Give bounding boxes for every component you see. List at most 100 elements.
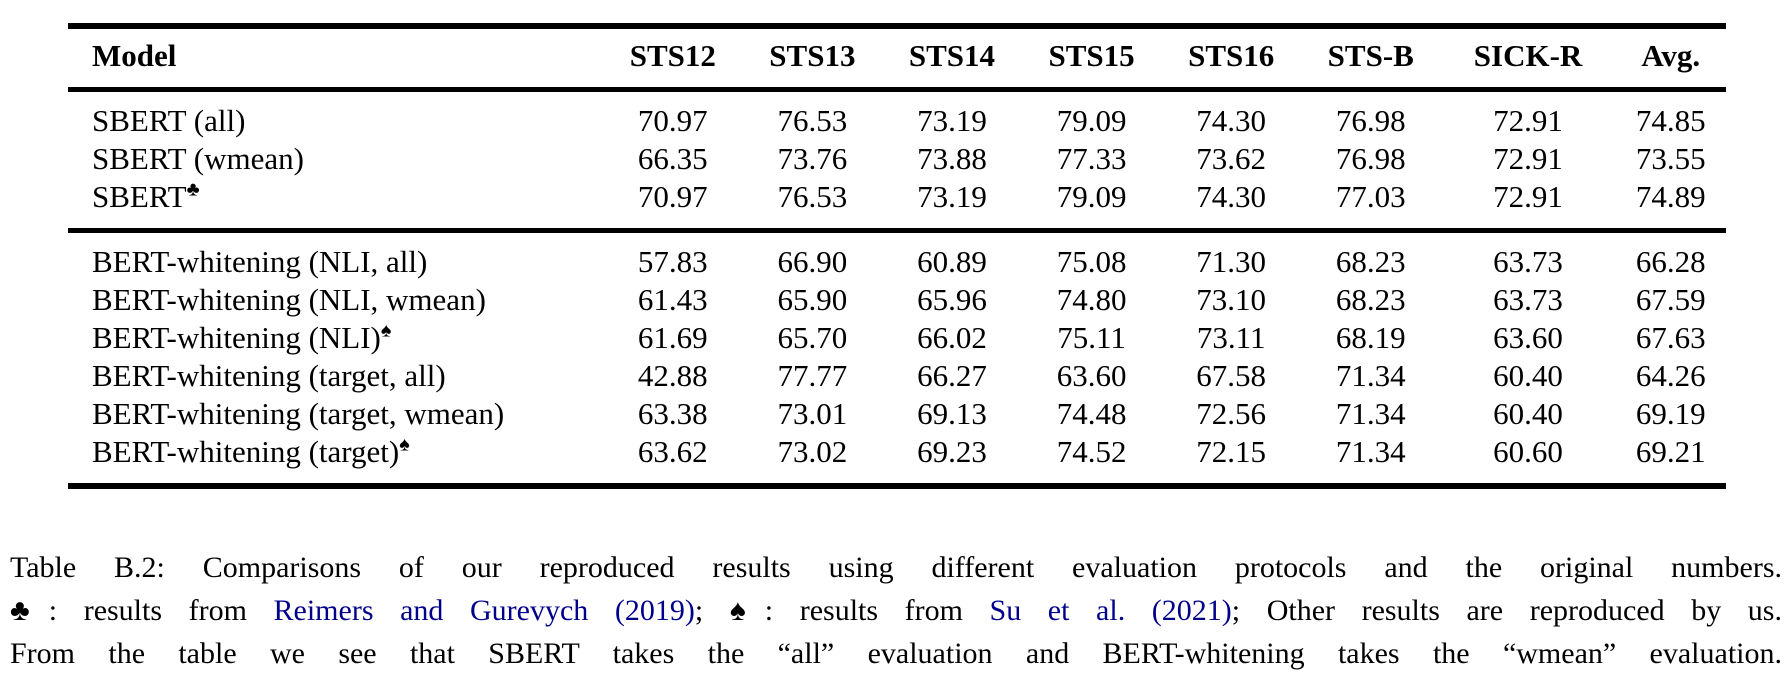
value-cell: 72.15	[1196, 434, 1267, 469]
value-cell: 66.27	[917, 358, 987, 393]
value-cell: 69.23	[917, 434, 987, 469]
value-cell: 73.19	[917, 103, 987, 138]
model-label: BERT-whitening (target)	[92, 434, 400, 469]
table-row: BERT-whitening (NLI)♠ 61.69 65.70 66.02 75.1…	[68, 319, 1726, 357]
model-cell: BERT-whitening (NLI, wmean)	[68, 281, 603, 319]
value-cell: 42.88	[637, 358, 708, 393]
citation-link[interactable]: Reimers and Gurevych (2019)	[273, 594, 695, 627]
value-cell: 60.89	[917, 244, 987, 279]
value-cell: 64.26	[1635, 358, 1706, 393]
column-header-sts15: STS15	[1021, 26, 1162, 92]
caption-text: ; Other results are reproduced by us.	[1231, 594, 1782, 627]
value-cell: 69.13	[917, 396, 987, 431]
value-cell: 71.34	[1335, 434, 1406, 469]
table-row: SBERT♣ 70.97 76.53 73.19 79.09 74.30 77.03 72.9…	[68, 178, 1726, 231]
model-cell: SBERT♣	[68, 178, 603, 231]
value-cell: 73.76	[777, 141, 848, 176]
model-cell: BERT-whitening (target, all)	[68, 357, 603, 395]
value-cell: 60.60	[1493, 434, 1563, 469]
value-cell: 73.10	[1196, 282, 1267, 317]
caption-line1: Table B.2: Comparisons of our reproduced…	[10, 551, 1782, 584]
value-cell: 73.11	[1196, 320, 1266, 355]
column-header-sick-r: SICK-R	[1440, 26, 1616, 92]
value-cell: 65.70	[777, 320, 848, 355]
value-cell: 76.53	[777, 103, 848, 138]
value-cell: 73.19	[917, 179, 987, 214]
table-row: BERT-whitening (target)♠ 63.62 73.02 69.23 7…	[68, 433, 1726, 486]
results-table: Model STS12 STS13 STS14 STS15 STS16 STS-B SICK-…	[68, 23, 1726, 489]
value-cell: 70.97	[637, 103, 708, 138]
value-cell: 70.97	[637, 179, 708, 214]
model-cell: BERT-whitening (target, wmean)	[68, 395, 603, 433]
value-cell: 77.03	[1335, 179, 1406, 214]
spade-suit-icon: ♠	[380, 319, 392, 342]
value-cell: 57.83	[637, 244, 708, 279]
value-cell: 76.98	[1335, 141, 1406, 176]
table-group-bert-whitening: BERT-whitening (NLI, all) 57.83 66.90 60.89…	[68, 231, 1726, 487]
caption-text: ♣: results from	[10, 594, 274, 627]
table-row: SBERT (wmean) 66.35 73.76 73.88 77.33 73.62 76…	[68, 140, 1726, 178]
value-cell: 68.19	[1335, 320, 1406, 355]
table-header-row: Model STS12 STS13 STS14 STS15 STS16 STS-B SICK-…	[68, 26, 1726, 92]
model-label: BERT-whitening (target, all)	[92, 358, 446, 393]
value-cell: 75.11	[1057, 320, 1126, 355]
model-cell: BERT-whitening (target)♠	[68, 433, 603, 486]
column-header-avg-: Avg.	[1615, 26, 1726, 92]
model-cell: BERT-whitening (NLI, all)	[68, 231, 603, 282]
table-caption: Table B.2: Comparisons of our reproduced…	[10, 546, 1782, 675]
value-cell: 72.91	[1493, 141, 1563, 176]
value-cell: 73.02	[777, 434, 848, 469]
value-cell: 73.88	[917, 141, 987, 176]
model-label: SBERT (all)	[92, 103, 246, 138]
table-row: BERT-whitening (NLI, all) 57.83 66.90 60.89…	[68, 231, 1726, 282]
value-cell: 77.77	[777, 358, 848, 393]
value-cell: 79.09	[1056, 179, 1127, 214]
model-label: BERT-whitening (NLI)	[92, 320, 381, 355]
caption-line2: ♣: results from Reimers and Gurevych (20…	[10, 589, 1782, 632]
value-cell: 69.19	[1635, 396, 1706, 431]
table-header: Model STS12 STS13 STS14 STS15 STS16 STS-B SICK-…	[68, 26, 1726, 92]
value-cell: 72.56	[1196, 396, 1267, 431]
value-cell: 74.85	[1635, 103, 1706, 138]
value-cell: 77.33	[1056, 141, 1127, 176]
value-cell: 73.55	[1635, 141, 1706, 176]
model-label: BERT-whitening (NLI, wmean)	[92, 282, 486, 317]
value-cell: 72.91	[1493, 179, 1563, 214]
model-cell: BERT-whitening (NLI)♠	[68, 319, 603, 357]
value-cell: 72.91	[1493, 103, 1563, 138]
value-cell: 74.30	[1196, 103, 1267, 138]
value-cell: 79.09	[1056, 103, 1127, 138]
column-header-sts16: STS16	[1161, 26, 1301, 92]
value-cell: 76.53	[777, 179, 848, 214]
model-label: BERT-whitening (target, wmean)	[92, 396, 505, 431]
value-cell: 66.28	[1635, 244, 1706, 279]
value-cell: 61.43	[637, 282, 708, 317]
value-cell: 63.62	[637, 434, 708, 469]
club-suit-icon: ♣	[186, 178, 200, 201]
model-cell: SBERT (wmean)	[68, 140, 603, 178]
column-header-sts13: STS13	[742, 26, 883, 92]
value-cell: 63.60	[1056, 358, 1127, 393]
value-cell: 73.01	[777, 396, 848, 431]
value-cell: 61.69	[637, 320, 708, 355]
value-cell: 71.30	[1196, 244, 1267, 279]
value-cell: 65.96	[917, 282, 987, 317]
column-header-sts-b: STS-B	[1300, 26, 1441, 92]
value-cell: 65.90	[777, 282, 848, 317]
table-group-sbert: SBERT (all) 70.97 76.53 73.19 79.09 74.30 76.9…	[68, 90, 1726, 231]
value-cell: 60.40	[1493, 396, 1563, 431]
results-table-container: Model STS12 STS13 STS14 STS15 STS16 STS-B SICK-…	[68, 23, 1726, 489]
value-cell: 63.73	[1493, 282, 1563, 317]
column-header-model: Model	[68, 26, 603, 92]
spade-suit-icon: ♠	[399, 433, 410, 456]
value-cell: 74.30	[1196, 179, 1267, 214]
value-cell: 66.02	[917, 320, 987, 355]
value-cell: 74.52	[1056, 434, 1127, 469]
table-row: SBERT (all) 70.97 76.53 73.19 79.09 74.30 76.9…	[68, 90, 1726, 141]
value-cell: 63.60	[1493, 320, 1563, 355]
citation-link[interactable]: Su et al. (2021)	[989, 594, 1232, 627]
caption-line3: From the table we see that SBERT takes t…	[10, 637, 1782, 670]
value-cell: 73.62	[1196, 141, 1267, 176]
model-label: SBERT	[92, 179, 187, 214]
